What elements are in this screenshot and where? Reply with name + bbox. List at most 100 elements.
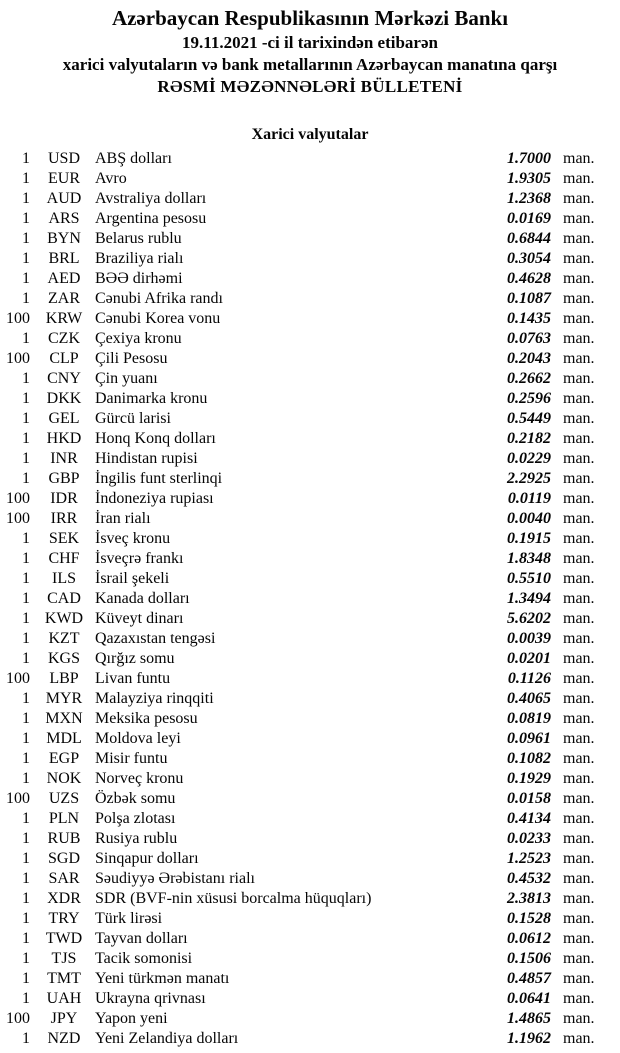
currency-name: Tacik somonisi <box>95 950 193 967</box>
rate-row: 1 TMT Yeni türkmən manatı 0.4857 man. <box>0 969 620 989</box>
currency-name: Avro <box>95 170 127 187</box>
rate-row: 1 ILS İsrail şekeli 0.5510 man. <box>0 569 620 589</box>
currency-name: SDR (BVF-nin xüsusi borcalma hüquqları) <box>95 890 372 907</box>
currency-code: TMT <box>47 970 81 987</box>
rate-value: 0.2596 <box>507 390 551 407</box>
rate-row: 100 IDR İndoneziya rupiası 0.0119 man. <box>0 489 620 509</box>
rate-row: 1 CHF İsveçrə frankı 1.8348 man. <box>0 549 620 569</box>
rate-value: 0.4065 <box>507 690 551 707</box>
rate-row: 1 GEL Gürcü larisi 0.5449 man. <box>0 409 620 429</box>
quantity: 1 <box>22 870 30 887</box>
currency-code: CHF <box>48 550 80 567</box>
currency-name: Cənubi Afrika randı <box>95 290 223 307</box>
rate-row: 1 INR Hindistan rupisi 0.0229 man. <box>0 449 620 469</box>
quantity: 1 <box>22 170 30 187</box>
quantity: 1 <box>22 550 30 567</box>
currency-name: İran rialı <box>95 510 151 527</box>
unit-label: man. <box>563 890 595 907</box>
currency-name: Ukrayna qrivnası <box>95 990 206 1007</box>
currency-name: Misir funtu <box>95 750 168 767</box>
currency-name: Yeni Zelandiya dolları <box>95 1030 239 1047</box>
currency-code: MXN <box>45 710 83 727</box>
unit-label: man. <box>563 210 595 227</box>
rate-row: 1 KZT Qazaxıstan tengəsi 0.0039 man. <box>0 629 620 649</box>
rate-row: 1 TJS Tacik somonisi 0.1506 man. <box>0 949 620 969</box>
quantity: 1 <box>22 330 30 347</box>
rate-value: 0.2182 <box>507 430 551 447</box>
currency-name: Tayvan dolları <box>95 930 188 947</box>
rate-row: 1 CNY Çin yuanı 0.2662 man. <box>0 369 620 389</box>
currency-name: Belarus rublu <box>95 230 182 247</box>
quantity: 1 <box>22 290 30 307</box>
bulletin-header: Azərbaycan Respublikasının Mərkəzi Bankı… <box>0 0 620 98</box>
unit-label: man. <box>563 270 595 287</box>
currency-name: BƏƏ dirhəmi <box>95 270 183 287</box>
rate-value: 0.1915 <box>507 530 551 547</box>
rate-value: 0.0201 <box>507 650 551 667</box>
currency-code: USD <box>47 150 80 167</box>
quantity: 1 <box>22 710 30 727</box>
currency-code: PLN <box>48 810 80 827</box>
rate-value: 0.0119 <box>507 490 551 507</box>
currency-code: KWD <box>44 610 84 627</box>
currency-name: Honq Konq dolları <box>95 430 216 447</box>
unit-label: man. <box>563 690 595 707</box>
currency-code: IDR <box>50 490 78 507</box>
unit-label: man. <box>563 790 595 807</box>
currency-name: Danimarka kronu <box>95 390 208 407</box>
currency-code: UZS <box>48 790 80 807</box>
quantity: 1 <box>22 990 30 1007</box>
rate-row: 100 CLP Çili Pesosu 0.2043 man. <box>0 349 620 369</box>
rate-row: 1 PLN Polşa zlotası 0.4134 man. <box>0 809 620 829</box>
currency-name: Polşa zlotası <box>95 810 176 827</box>
unit-label: man. <box>563 990 595 1007</box>
rate-row: 1 KGS Qırğız somu 0.0201 man. <box>0 649 620 669</box>
quantity: 1 <box>22 650 30 667</box>
quantity: 100 <box>6 310 30 327</box>
currency-name: Cənubi Korea vonu <box>95 310 221 327</box>
currency-name: Türk lirəsi <box>95 910 163 927</box>
rate-row: 1 RUB Rusiya rublu 0.0233 man. <box>0 829 620 849</box>
currency-code: ILS <box>52 570 76 587</box>
currency-code: KZT <box>48 630 80 647</box>
quantity: 100 <box>6 1010 30 1027</box>
section-title-foreign-currencies: Xarici valyutalar <box>251 126 369 143</box>
currency-code: ARS <box>48 210 80 227</box>
quantity: 1 <box>22 730 30 747</box>
rate-value: 0.0819 <box>507 710 551 727</box>
rate-value: 0.0961 <box>507 730 551 747</box>
currency-name: Moldova leyi <box>95 730 181 747</box>
rate-value: 0.0039 <box>507 630 551 647</box>
rate-row: 1 CAD Kanada dolları 1.3494 man. <box>0 589 620 609</box>
rate-value: 1.9305 <box>507 170 551 187</box>
quantity: 1 <box>22 410 30 427</box>
unit-label: man. <box>563 170 595 187</box>
unit-label: man. <box>563 470 595 487</box>
rate-value: 0.1087 <box>507 290 551 307</box>
unit-label: man. <box>563 850 595 867</box>
currency-name: Meksika pesosu <box>95 710 198 727</box>
currency-name: Norveç kronu <box>95 770 184 787</box>
quantity: 1 <box>22 950 30 967</box>
rate-value: 1.7000 <box>507 150 551 167</box>
rate-row: 1 MXN Meksika pesosu 0.0819 man. <box>0 709 620 729</box>
rate-value: 0.0169 <box>507 210 551 227</box>
currency-code: CNY <box>47 370 81 387</box>
rate-value: 1.1962 <box>507 1030 551 1047</box>
rate-value: 0.6844 <box>507 230 551 247</box>
unit-label: man. <box>563 970 595 987</box>
currency-code: KRW <box>45 310 83 327</box>
unit-label: man. <box>563 390 595 407</box>
rate-row: 100 LBP Livan funtu 0.1126 man. <box>0 669 620 689</box>
rate-row: 1 MDL Moldova leyi 0.0961 man. <box>0 729 620 749</box>
currency-name: Qırğız somu <box>95 650 175 667</box>
quantity: 1 <box>22 1030 30 1047</box>
currency-name: Sinqapur dolları <box>95 850 199 867</box>
rate-row: 1 ZAR Cənubi Afrika randı 0.1087 man. <box>0 289 620 309</box>
currency-code: UAH <box>46 990 82 1007</box>
rate-row: 1 KWD Küveyt dinarı 5.6202 man. <box>0 609 620 629</box>
currency-code: BRL <box>48 250 80 267</box>
rate-row: 100 UZS Özbək somu 0.0158 man. <box>0 789 620 809</box>
rate-row: 1 DKK Danimarka kronu 0.2596 man. <box>0 389 620 409</box>
